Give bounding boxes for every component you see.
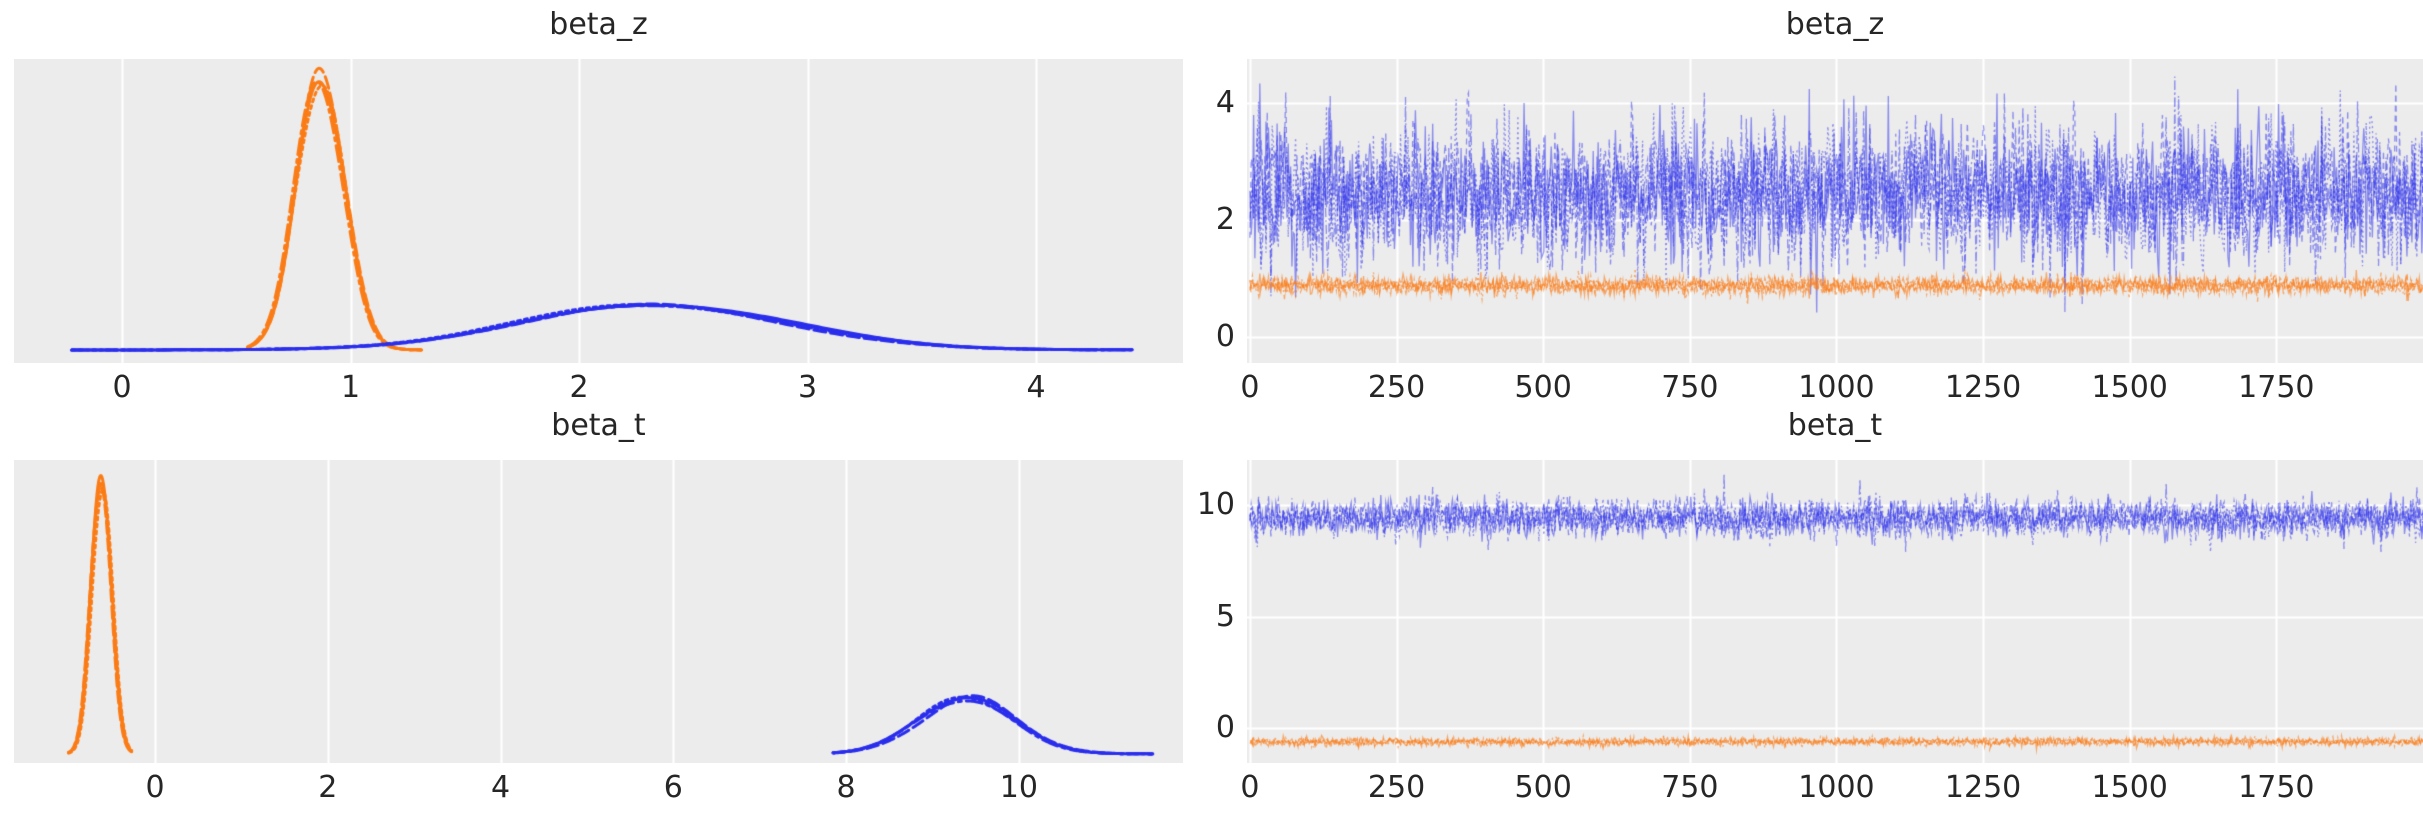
x-tick-label: 500: [1514, 770, 1572, 805]
beta-z-trace-panel: [1247, 59, 2423, 363]
x-tick-label: 3: [798, 370, 818, 405]
y-tick-label: 2: [1215, 201, 1235, 237]
x-tick-label: 500: [1514, 370, 1572, 405]
x-tick-label: 750: [1661, 770, 1719, 805]
beta-t-density-plot-canvas: [14, 460, 1183, 763]
x-tick-label: 1250: [1944, 370, 2022, 405]
x-tick-label: 1500: [2091, 770, 2168, 805]
beta-t-density-title: beta_t: [551, 408, 646, 443]
x-tick-label: 6: [663, 770, 683, 805]
y-tick-label: 5: [1215, 598, 1235, 634]
x-tick-label: 10: [999, 770, 1038, 805]
x-tick-label: 2: [569, 370, 589, 405]
y-tick-label: 10: [1196, 487, 1235, 523]
x-tick-label: 1750: [2238, 770, 2315, 805]
beta-t-trace-panel: [1247, 460, 2423, 763]
x-tick-label: 1750: [2238, 370, 2315, 405]
x-tick-label: 4: [1026, 370, 1046, 405]
x-tick-label: 1250: [1944, 770, 2022, 805]
beta-t-density-panel: [14, 460, 1183, 763]
x-tick-label: 4: [490, 770, 511, 805]
beta-z-trace-plot-canvas: [1247, 59, 2423, 363]
y-tick-label: 4: [1215, 84, 1235, 120]
x-tick-label: 1000: [1798, 370, 1875, 405]
x-tick-label: 0: [1240, 770, 1260, 805]
x-tick-label: 0: [1240, 370, 1260, 405]
beta-z-density-panel: [14, 59, 1183, 363]
x-tick-label: 8: [836, 770, 856, 805]
y-tick-label: 0: [1215, 709, 1235, 745]
x-tick-label: 250: [1367, 770, 1426, 805]
y-tick-label: 0: [1215, 319, 1235, 354]
beta-z-density-title: beta_z: [549, 7, 648, 42]
x-tick-label: 2: [318, 770, 338, 805]
x-tick-label: 250: [1367, 370, 1426, 405]
beta-t-trace-plot-canvas: [1247, 460, 2423, 763]
x-tick-label: 1500: [2091, 370, 2168, 405]
x-tick-label: 0: [112, 370, 132, 405]
beta-z-trace-title: beta_z: [1785, 7, 1885, 42]
beta-t-trace-title: beta_t: [1787, 408, 1883, 443]
x-tick-label: 750: [1661, 370, 1719, 405]
x-tick-label: 0: [145, 770, 165, 805]
beta-z-density-plot-canvas: [14, 59, 1183, 363]
x-tick-label: 1000: [1798, 770, 1875, 805]
x-tick-label: 1: [341, 370, 361, 405]
